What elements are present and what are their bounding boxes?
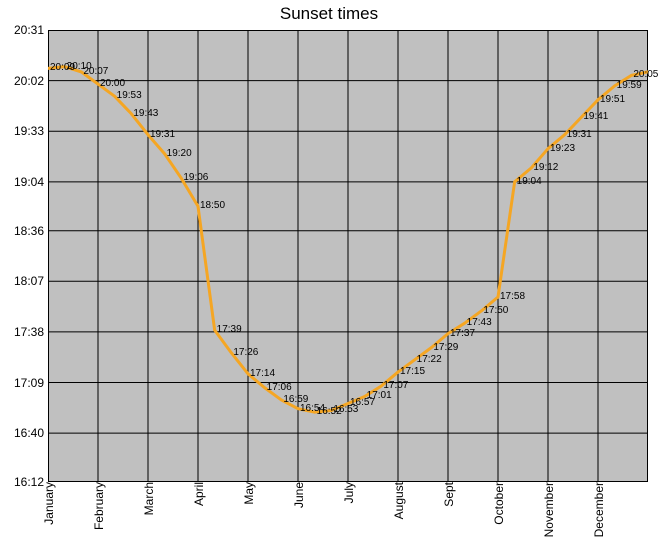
data-point-label: 17:07 xyxy=(383,380,408,391)
x-tick-label: January xyxy=(40,482,56,525)
data-point-label: 17:01 xyxy=(367,390,392,401)
x-tick-label: March xyxy=(140,482,156,515)
data-point-label: 17:50 xyxy=(483,305,508,316)
data-point-label: 17:06 xyxy=(267,382,292,393)
x-tick-label: February xyxy=(90,482,106,530)
data-point-label: 19:41 xyxy=(583,111,608,122)
data-point-label: 17:29 xyxy=(433,342,458,353)
data-point-label: 19:04 xyxy=(517,176,542,187)
y-tick-label: 18:07 xyxy=(14,274,48,288)
data-point-label: 19:51 xyxy=(600,94,625,105)
y-tick-label: 20:31 xyxy=(14,23,48,37)
y-tick-label: 18:36 xyxy=(14,224,48,238)
x-tick-label: August xyxy=(390,482,406,519)
data-point-label: 19:31 xyxy=(567,129,592,140)
data-point-label: 19:23 xyxy=(550,143,575,154)
data-point-label: 19:43 xyxy=(133,108,158,119)
y-tick-label: 19:33 xyxy=(14,124,48,138)
data-point-label: 19:06 xyxy=(183,172,208,183)
y-tick-label: 16:40 xyxy=(14,426,48,440)
data-point-label: 19:59 xyxy=(617,80,642,91)
data-point-label: 19:20 xyxy=(167,148,192,159)
data-point-label: 19:31 xyxy=(150,129,175,140)
plot-area: 16:1216:4017:0917:3818:0718:3619:0419:33… xyxy=(48,30,648,482)
data-point-label: 17:37 xyxy=(450,328,475,339)
y-tick-label: 20:02 xyxy=(14,74,48,88)
y-tick-label: 17:38 xyxy=(14,325,48,339)
data-point-label: 17:15 xyxy=(400,366,425,377)
chart-container: Sunset times 16:1216:4017:0917:3818:0718… xyxy=(0,0,658,541)
x-tick-label: April xyxy=(190,482,206,506)
data-point-label: 17:14 xyxy=(250,368,275,379)
data-point-label: 17:39 xyxy=(217,324,242,335)
data-point-label: 19:53 xyxy=(117,90,142,101)
y-tick-label: 19:04 xyxy=(14,175,48,189)
x-tick-label: October xyxy=(490,482,506,525)
data-point-label: 19:12 xyxy=(533,162,558,173)
chart-title: Sunset times xyxy=(0,4,658,24)
x-tick-label: November xyxy=(540,482,556,537)
data-point-label: 17:22 xyxy=(417,354,442,365)
x-tick-label: Sept xyxy=(440,482,456,507)
data-point-label: 17:43 xyxy=(467,317,492,328)
x-tick-label: June xyxy=(290,482,306,508)
data-point-label: 17:26 xyxy=(233,347,258,358)
data-point-label: 18:50 xyxy=(200,200,225,211)
x-tick-label: December xyxy=(590,482,606,537)
data-point-label: 20:07 xyxy=(83,66,108,77)
data-point-label: 17:58 xyxy=(500,291,525,302)
y-tick-label: 17:09 xyxy=(14,376,48,390)
x-tick-label: July xyxy=(340,482,356,503)
data-point-label: 20:05 xyxy=(633,69,658,80)
x-tick-label: May xyxy=(240,482,256,505)
data-point-label: 20:00 xyxy=(100,78,125,89)
